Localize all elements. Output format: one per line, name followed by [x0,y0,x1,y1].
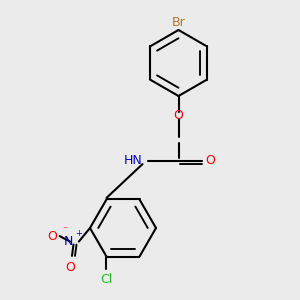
Text: Br: Br [172,16,185,28]
Text: N: N [64,235,74,248]
Text: Cl: Cl [100,273,112,286]
Text: HN: HN [124,154,142,167]
Text: O: O [66,261,75,274]
Text: O: O [174,109,183,122]
Text: O: O [47,230,57,244]
Text: ⁻: ⁻ [62,225,67,235]
Text: O: O [206,154,215,167]
Text: +: + [75,230,82,238]
